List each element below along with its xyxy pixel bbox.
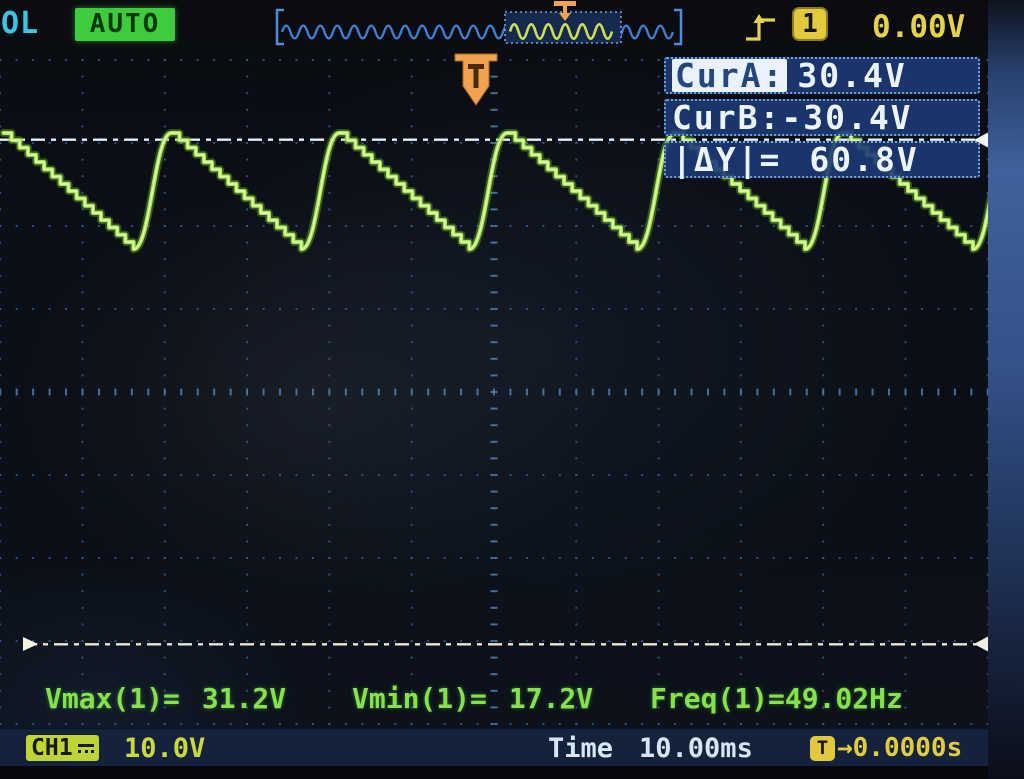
horizontal-position-bar	[275, 1, 683, 46]
measurement-vmax: Vmax(1)= 31.2V	[45, 682, 286, 715]
time-per-div-value: 10.00ms	[639, 733, 753, 764]
status-bar: CH1 10.0V Time 10.00ms T → 0.0000s	[0, 728, 988, 766]
vmax-value: 31.2V	[201, 682, 287, 715]
cursor-a-label: CurA:	[672, 59, 788, 92]
oscilloscope-screen: OL AUTO 1 0.00V CurA: 30.4V CurB: -30	[0, 0, 988, 766]
freq-label: Freq(1)=	[650, 682, 785, 715]
vmin-label: Vmin(1)=	[352, 682, 487, 715]
trigger-offset-badge: T	[810, 735, 835, 761]
trigger-position-marker-icon	[454, 53, 498, 106]
measurement-vmin: Vmin(1)= 17.2V	[352, 682, 593, 715]
cursor-b-label: CurB:	[672, 98, 782, 137]
brand-logo-fragment: OL	[1, 6, 40, 41]
channel-1-badge: CH1	[26, 735, 99, 761]
trigger-source-badge: 1	[792, 7, 828, 41]
cursor-a-value: 30.4V	[797, 56, 907, 95]
measurement-row: Vmax(1)= 31.2V Vmin(1)= 17.2V Freq(1)=49.0…	[0, 682, 988, 716]
acquisition-status-badge: AUTO	[75, 8, 175, 41]
cursor-readout-panel: CurA: 30.4V CurB: -30.4V |ΔY|= 60.8V	[664, 57, 980, 183]
volts-per-div-value: 10.0V	[124, 733, 206, 764]
delta-y-value: 60.8V	[809, 140, 919, 179]
cursor-b-value: -30.4V	[781, 98, 913, 137]
header-bar: OL AUTO 1 0.00V	[0, 0, 988, 52]
cursor-b-readout: CurB: -30.4V	[664, 99, 980, 136]
trigger-offset-value: 0.0000s	[852, 733, 963, 763]
dc-coupling-icon	[77, 743, 94, 754]
vmax-label: Vmax(1)=	[45, 682, 180, 715]
cursor-a-readout: CurA: 30.4V	[664, 57, 980, 94]
channel-1-label: CH1	[31, 735, 73, 761]
trigger-level-value: 0.00V	[872, 9, 966, 45]
bezel-right	[988, 0, 1024, 779]
trigger-offset-arrow-icon: →	[837, 733, 853, 763]
time-label: Time	[548, 733, 614, 764]
delta-y-readout: |ΔY|= 60.8V	[664, 141, 980, 178]
timebase-group: Time 10.00ms	[548, 733, 753, 764]
measurement-freq: Freq(1)=49.02Hz	[650, 682, 903, 715]
bezel-bottom	[0, 766, 988, 779]
delta-y-label: |ΔY|=	[672, 140, 782, 179]
freq-value: 49.02Hz	[784, 682, 903, 715]
vmin-value: 17.2V	[508, 682, 594, 715]
trigger-offset-group: T → 0.0000s	[810, 733, 962, 763]
trigger-edge-icon	[746, 14, 775, 41]
